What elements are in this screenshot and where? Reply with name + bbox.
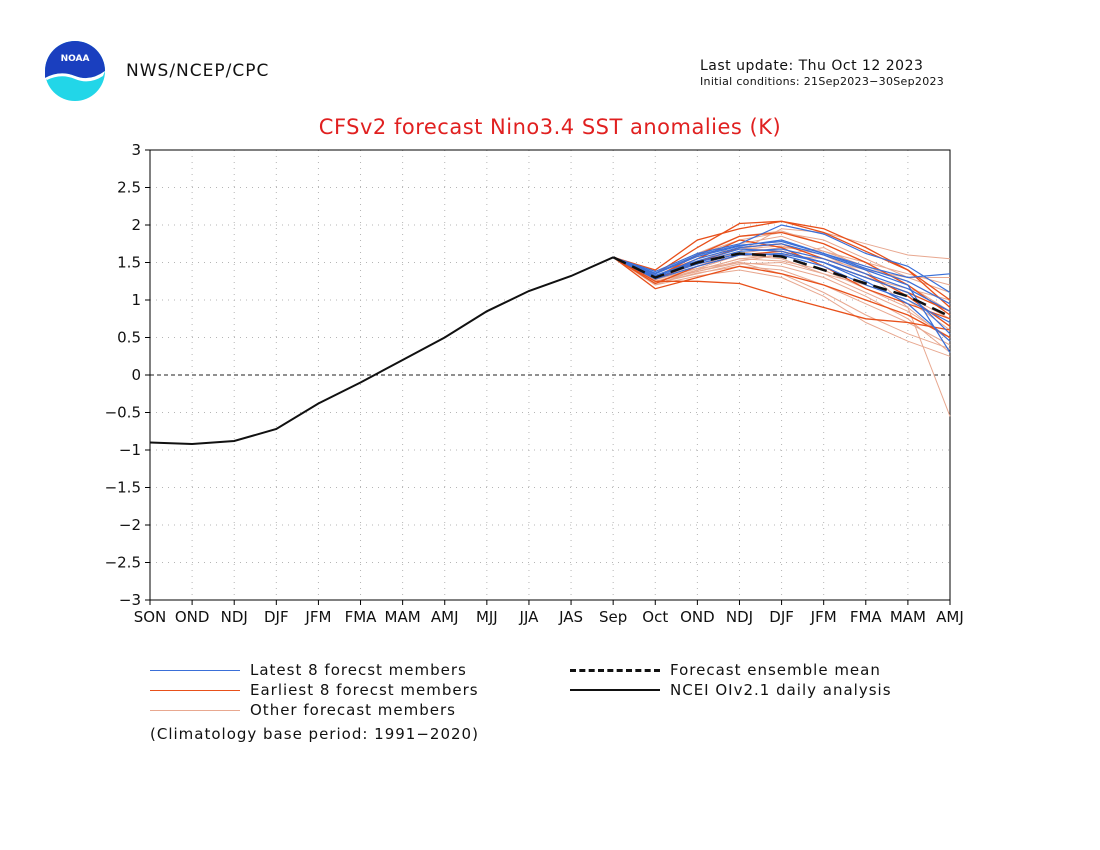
- x-tick-label: AMJ: [936, 608, 964, 626]
- other-member-line: [612, 256, 951, 357]
- x-tick-label: MAM: [890, 608, 926, 626]
- legend-label-mean: Forecast ensemble mean: [670, 661, 881, 679]
- y-tick-label: 1: [131, 291, 141, 309]
- x-tick-label: FMA: [345, 608, 378, 626]
- y-tick-label: 2.5: [117, 179, 141, 197]
- x-tick-label: JFM: [304, 608, 331, 626]
- legend-label-earliest: Earliest 8 forecst members: [250, 681, 479, 699]
- x-tick-label: JJA: [519, 608, 540, 626]
- other-member-line: [612, 256, 951, 346]
- legend-swatch-analysis: [570, 689, 660, 691]
- y-tick-label: −2: [119, 516, 141, 534]
- latest-member-line: [612, 252, 951, 324]
- x-tick-label: DJF: [264, 608, 289, 626]
- last-update: Last update: Thu Oct 12 2023: [700, 58, 924, 74]
- chart-title: CFSv2 forecast Nino3.4 SST anomalies (K): [318, 115, 782, 139]
- x-tick-label: MAM: [385, 608, 421, 626]
- legend-swatch-latest: [150, 670, 240, 671]
- legend-swatch-earliest: [150, 690, 240, 691]
- ensemble-mean-line: [612, 252, 951, 318]
- x-tick-label: DJF: [769, 608, 794, 626]
- x-tick-label: MJJ: [476, 608, 498, 626]
- y-tick-label: −1.5: [105, 479, 141, 497]
- y-tick-label: −1: [119, 441, 141, 459]
- x-tick-label: Oct: [642, 608, 668, 626]
- agency-label: NWS/NCEP/CPC: [126, 61, 270, 81]
- y-tick-label: −0.5: [105, 404, 141, 422]
- y-tick-label: 1.5: [117, 254, 141, 272]
- y-tick-label: 3: [131, 141, 141, 159]
- x-tick-label: AMJ: [431, 608, 459, 626]
- x-tick-label: OND: [680, 608, 715, 626]
- y-tick-label: 0: [131, 366, 141, 384]
- other-member-line: [612, 254, 951, 338]
- y-tick-label: 0.5: [117, 329, 141, 347]
- earliest-member-line: [612, 256, 951, 339]
- legend-label-other: Other forecast members: [250, 701, 456, 719]
- y-tick-label: −2.5: [105, 554, 141, 572]
- latest-member-line: [612, 252, 951, 335]
- x-tick-label: NDJ: [726, 608, 753, 626]
- noaa-logo: NOAA: [45, 41, 105, 101]
- latest-member-line: [613, 224, 951, 294]
- analysis-line: [149, 256, 614, 446]
- x-tick-label: SON: [134, 608, 167, 626]
- latest-member-line: [612, 240, 951, 305]
- legend-swatch-mean: [570, 669, 660, 672]
- x-tick-label: JAS: [558, 608, 583, 626]
- latest-member-line: [612, 239, 951, 279]
- y-tick-label: 2: [131, 216, 141, 234]
- x-tick-label: JFM: [810, 608, 837, 626]
- y-tick-label: −3: [119, 591, 141, 609]
- initial-conditions: Initial conditions: 21Sep2023−30Sep2023: [700, 75, 945, 88]
- legend-label-analysis: NCEI OIv2.1 daily analysis: [670, 681, 892, 699]
- x-tick-label: FMA: [850, 608, 883, 626]
- x-tick-label: OND: [175, 608, 210, 626]
- legend-label-latest: Latest 8 forecst members: [250, 661, 467, 679]
- latest-member-line: [612, 248, 951, 312]
- x-tick-label: NDJ: [221, 608, 248, 626]
- climatology-base-period: (Climatology base period: 1991−2020): [150, 725, 479, 743]
- earliest-member-line: [612, 256, 951, 331]
- x-tick-label: Sep: [599, 608, 627, 626]
- legend-swatch-other: [150, 710, 240, 711]
- latest-member-line: [612, 248, 951, 342]
- logo-text: NOAA: [61, 54, 90, 64]
